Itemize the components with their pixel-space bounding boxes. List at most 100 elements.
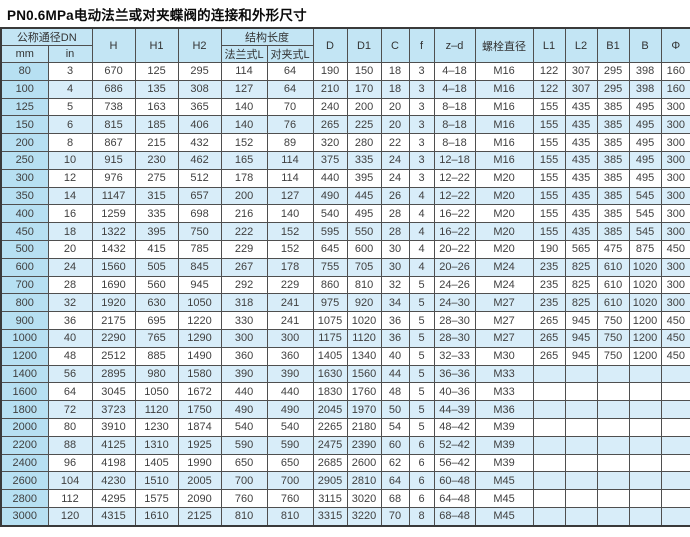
cell-f: 3 [408, 115, 435, 135]
cell-phi: 300 [660, 133, 690, 152]
cell-h1: 1610 [134, 506, 179, 527]
cell-d1: 280 [346, 133, 382, 152]
cell-d: 375 [312, 150, 348, 170]
cell-l-wafer: 760 [266, 489, 314, 508]
cell-c: 36 [380, 328, 410, 348]
cell-b1: 385 [596, 222, 630, 241]
cell-c: 40 [380, 346, 410, 366]
cell-d: 975 [312, 293, 348, 313]
cell-dn-mm: 2600 [0, 471, 49, 491]
cell-bolt-diameter: M30 [474, 346, 534, 366]
header-f: f [408, 27, 435, 63]
cell-b1: 750 [596, 328, 630, 348]
cell-b1: 750 [596, 346, 630, 366]
cell-b1: 610 [596, 293, 630, 313]
cell-l1 [532, 435, 566, 455]
cell-l-flange: 440 [220, 382, 268, 402]
cell-z-d: 44–39 [433, 400, 476, 419]
header-l2: L2 [564, 27, 598, 63]
table-row: 125 5 738 163 365 140 70 240 200 20 3 8–18 M16 155 435… [0, 97, 690, 117]
header-b: B [628, 27, 662, 63]
cell-h: 1322 [91, 222, 136, 241]
cell-l-flange: 318 [220, 293, 268, 313]
cell-l1: 235 [532, 293, 566, 313]
header-in: in [47, 45, 93, 63]
cell-f: 3 [408, 79, 435, 99]
cell-d: 540 [312, 204, 348, 224]
cell-d: 1405 [312, 346, 348, 366]
cell-dn-mm: 350 [0, 186, 49, 206]
cell-d1: 1560 [346, 364, 382, 384]
cell-l-wafer: 127 [266, 186, 314, 206]
cell-l2 [564, 364, 598, 384]
table-row: 450 18 1322 395 750 222 152 595 550 28 4 16–22 M20 15… [0, 222, 690, 241]
cell-h2: 1925 [177, 435, 222, 455]
cell-h1: 135 [134, 79, 179, 99]
cell-h2: 2090 [177, 489, 222, 508]
table-row: 400 16 1259 335 698 216 140 540 495 28 4 16–22 M20 15… [0, 204, 690, 224]
cell-bolt-diameter: M36 [474, 400, 534, 419]
cell-b1: 750 [596, 311, 630, 330]
cell-b: 495 [628, 150, 662, 170]
cell-h1: 335 [134, 204, 179, 224]
cell-h2: 845 [177, 257, 222, 277]
cell-b: 1020 [628, 275, 662, 295]
cell-b1 [596, 364, 630, 384]
cell-phi: 300 [660, 293, 690, 313]
cell-c: 26 [380, 186, 410, 206]
table-body: 80 3 670 125 295 114 64 190 150 18 3 4–18 M16 122 307 2… [0, 62, 690, 527]
cell-bolt-diameter: M20 [474, 204, 534, 224]
cell-dn-in: 56 [47, 364, 93, 384]
table-row: 1400 56 2895 980 1580 390 390 1630 1560 44 5 36–36 M… [0, 364, 690, 384]
cell-h1: 1310 [134, 435, 179, 455]
cell-l2 [564, 506, 598, 527]
cell-dn-in: 3 [47, 62, 93, 81]
cell-c: 70 [380, 506, 410, 527]
cell-z-d: 24–26 [433, 275, 476, 295]
cell-l1: 190 [532, 239, 566, 259]
header-wafer-type-l: 对夹式L [266, 45, 314, 63]
header-bolt-diameter: 螺栓直径 [474, 27, 534, 63]
cell-c: 54 [380, 417, 410, 437]
cell-bolt-diameter: M16 [474, 115, 534, 135]
cell-l2: 435 [564, 97, 598, 117]
cell-d: 1175 [312, 328, 348, 348]
cell-l-flange: 390 [220, 364, 268, 384]
cell-dn-mm: 450 [0, 222, 49, 241]
table-row: 2200 88 4125 1310 1925 590 590 2475 2390 60 6 52–42… [0, 435, 690, 455]
cell-f: 6 [408, 489, 435, 508]
cell-z-d: 40–36 [433, 382, 476, 402]
cell-dn-in: 48 [47, 346, 93, 366]
cell-b1: 385 [596, 115, 630, 135]
cell-l-flange: 127 [220, 79, 268, 99]
cell-phi: 450 [660, 328, 690, 348]
cell-l2: 435 [564, 150, 598, 170]
cell-f: 5 [408, 346, 435, 366]
cell-dn-mm: 3000 [0, 506, 49, 527]
cell-b: 1200 [628, 346, 662, 366]
cell-bolt-diameter: M16 [474, 79, 534, 99]
cell-h1: 185 [134, 115, 179, 135]
cell-f: 6 [408, 453, 435, 473]
cell-z-d: 32–33 [433, 346, 476, 366]
cell-dn-in: 8 [47, 133, 93, 152]
cell-h1: 230 [134, 150, 179, 170]
cell-phi [660, 435, 690, 455]
cell-f: 4 [408, 186, 435, 206]
cell-h: 2290 [91, 328, 136, 348]
cell-b: 495 [628, 97, 662, 117]
cell-d: 2685 [312, 453, 348, 473]
cell-l-flange: 152 [220, 133, 268, 152]
cell-phi: 300 [660, 150, 690, 170]
cell-l-wafer: 390 [266, 364, 314, 384]
cell-l2 [564, 435, 598, 455]
cell-l-wafer: 114 [266, 168, 314, 188]
cell-c: 28 [380, 204, 410, 224]
cell-b1 [596, 453, 630, 473]
cell-l-flange: 540 [220, 417, 268, 437]
cell-dn-in: 24 [47, 257, 93, 277]
cell-l-wafer: 360 [266, 346, 314, 366]
cell-l-flange: 229 [220, 239, 268, 259]
cell-dn-mm: 1800 [0, 400, 49, 419]
cell-dn-in: 14 [47, 186, 93, 206]
